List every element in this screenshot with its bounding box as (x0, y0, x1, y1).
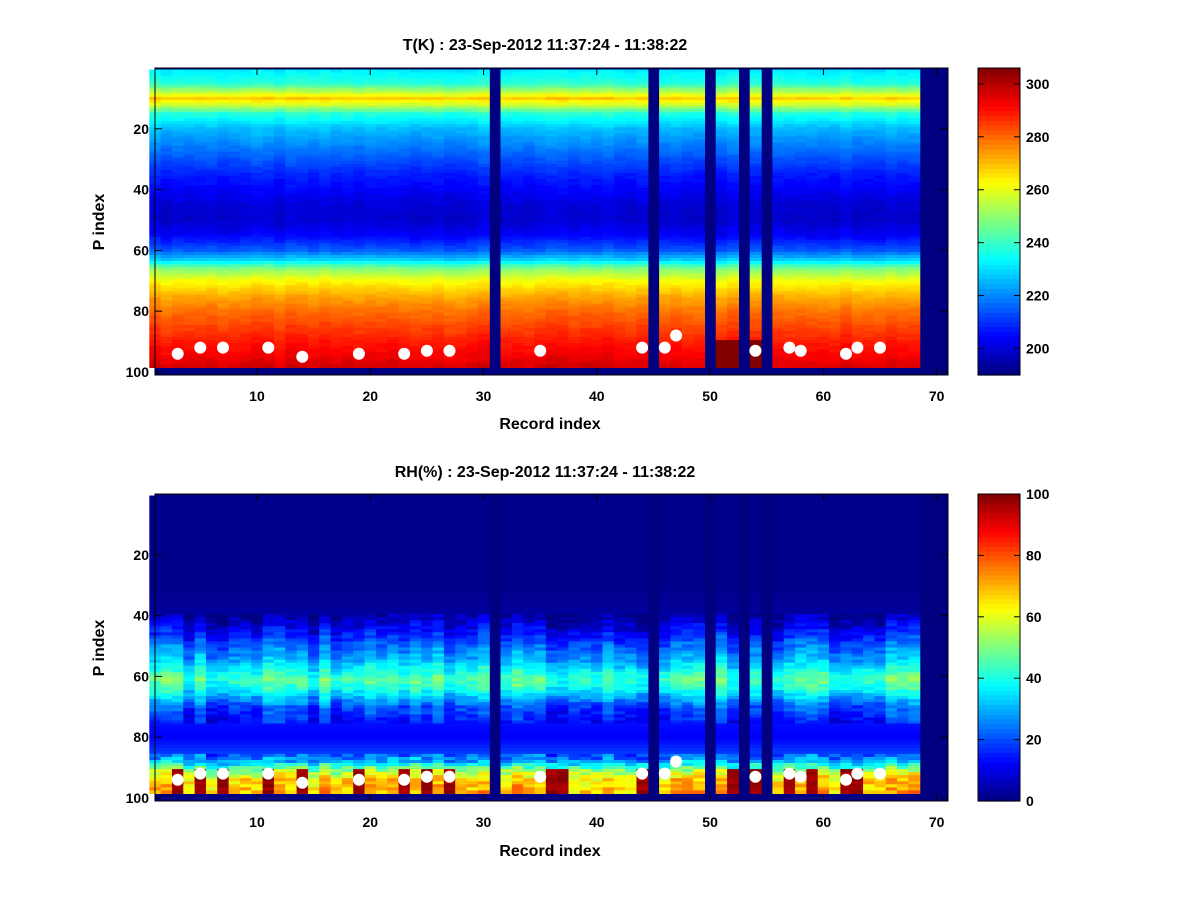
temperature-x-tick-label: 70 (929, 388, 945, 404)
humidity-marker (851, 767, 864, 780)
temperature-marker (840, 347, 852, 360)
humidity-colorbar-tick-label: 20 (1026, 732, 1042, 748)
temperature-marker (420, 344, 433, 357)
humidity-y-tick-label: 20 (133, 547, 149, 563)
temperature-marker (636, 341, 649, 354)
temperature-y-tick-label: 80 (133, 303, 149, 319)
temperature-marker (194, 341, 207, 354)
humidity-colorbar: 0 20 40 60 80 100 (977, 486, 1050, 809)
temperature-y-ticks: 20 40 60 80 100 (126, 121, 948, 380)
temperature-heatmap (149, 68, 948, 375)
temperature-y-tick-label: 20 (133, 121, 149, 137)
temperature-ylabel: P index (91, 194, 108, 251)
humidity-marker (840, 773, 852, 786)
temperature-marker (352, 347, 365, 360)
humidity-x-tick-label: 50 (702, 814, 718, 830)
humidity-y-tick-label: 60 (133, 668, 149, 684)
humidity-marker (534, 770, 547, 783)
humidity-marker (262, 767, 275, 780)
temperature-y-tick-label: 40 (133, 182, 149, 198)
temperature-x-tick-label: 60 (816, 388, 832, 404)
temperature-colorbar-tick-label: 260 (1026, 182, 1050, 198)
temperature-markers (171, 329, 886, 363)
temperature-colorbar-tick-label: 220 (1026, 288, 1050, 304)
humidity-marker (670, 755, 683, 768)
temperature-y-tick-label: 60 (133, 242, 149, 258)
temperature-x-tick-label: 10 (249, 388, 265, 404)
temperature-panel: T(K) : 23-Sep-2012 11:37:24 - 11:38:22 1… (91, 37, 1050, 433)
temperature-marker (443, 344, 456, 357)
humidity-x-tick-label: 30 (476, 814, 492, 830)
temperature-x-tick-label: 50 (702, 388, 718, 404)
humidity-panel: RH(%) : 23-Sep-2012 11:37:24 - 11:38:22 … (91, 464, 1050, 860)
humidity-marker (794, 770, 807, 783)
humidity-y-ticks: 20 40 60 80 100 (126, 547, 948, 806)
temperature-x-tick-label: 30 (476, 388, 492, 404)
temperature-xlabel: Record index (499, 416, 600, 433)
temperature-marker (217, 341, 229, 354)
humidity-heatmap (149, 494, 948, 801)
humidity-x-tick-label: 60 (816, 814, 832, 830)
humidity-axes-box (154, 493, 949, 802)
humidity-marker (658, 767, 671, 780)
humidity-colorbar-tick-label: 80 (1026, 547, 1042, 563)
humidity-markers (171, 755, 886, 789)
humidity-colorbar-tick-label: 40 (1026, 670, 1042, 686)
humidity-marker (398, 773, 411, 786)
temperature-colorbar-tick-label: 280 (1026, 129, 1050, 145)
temperature-title: T(K) : 23-Sep-2012 11:37:24 - 11:38:22 (403, 37, 688, 54)
temperature-colorbar-tick-label: 300 (1026, 76, 1050, 92)
temperature-marker (851, 341, 864, 354)
humidity-marker (636, 767, 649, 780)
temperature-colorbar-tick-label: 240 (1026, 235, 1050, 251)
temperature-x-tick-label: 20 (362, 388, 378, 404)
temperature-marker (794, 344, 807, 357)
humidity-marker (194, 767, 207, 780)
humidity-marker (171, 773, 184, 786)
humidity-y-tick-label: 80 (133, 729, 149, 745)
humidity-x-tick-label: 20 (362, 814, 378, 830)
humidity-x-tick-label: 40 (589, 814, 605, 830)
humidity-y-tick-label: 40 (133, 608, 149, 624)
humidity-marker (443, 770, 456, 783)
humidity-title: RH(%) : 23-Sep-2012 11:37:24 - 11:38:22 (395, 464, 696, 481)
temperature-marker (534, 344, 547, 357)
humidity-marker (352, 773, 365, 786)
temperature-axes-box (154, 67, 949, 376)
temperature-colorbar-tick-label: 200 (1026, 341, 1050, 357)
temperature-marker (783, 341, 796, 354)
temperature-marker (296, 350, 309, 363)
humidity-marker (783, 767, 796, 780)
humidity-y-tick-label: 100 (126, 790, 150, 806)
humidity-marker (420, 770, 433, 783)
humidity-marker (749, 770, 762, 783)
temperature-x-tick-label: 40 (589, 388, 605, 404)
humidity-marker (874, 767, 886, 780)
temperature-marker (874, 341, 886, 354)
humidity-colorbar-tick-label: 0 (1026, 793, 1034, 809)
humidity-x-tick-label: 10 (249, 814, 265, 830)
temperature-colorbar: 200 220 240 260 280 300 (977, 67, 1050, 376)
temperature-marker (749, 344, 762, 357)
humidity-x-ticks: 10 20 30 40 50 60 70 (249, 494, 945, 830)
humidity-x-tick-label: 70 (929, 814, 945, 830)
temperature-marker (670, 329, 683, 342)
temperature-marker (262, 341, 275, 354)
humidity-colorbar-tick-label: 100 (1026, 486, 1050, 502)
humidity-xlabel: Record index (499, 843, 600, 860)
temperature-marker (171, 347, 184, 360)
temperature-marker (398, 347, 411, 360)
temperature-y-tick-label: 100 (126, 364, 150, 380)
temperature-marker (658, 341, 671, 354)
humidity-marker (296, 776, 309, 789)
humidity-ylabel: P index (91, 620, 108, 677)
humidity-marker (217, 767, 229, 780)
humidity-colorbar-tick-label: 60 (1026, 609, 1042, 625)
temperature-x-ticks: 10 20 30 40 50 60 70 (249, 68, 945, 404)
